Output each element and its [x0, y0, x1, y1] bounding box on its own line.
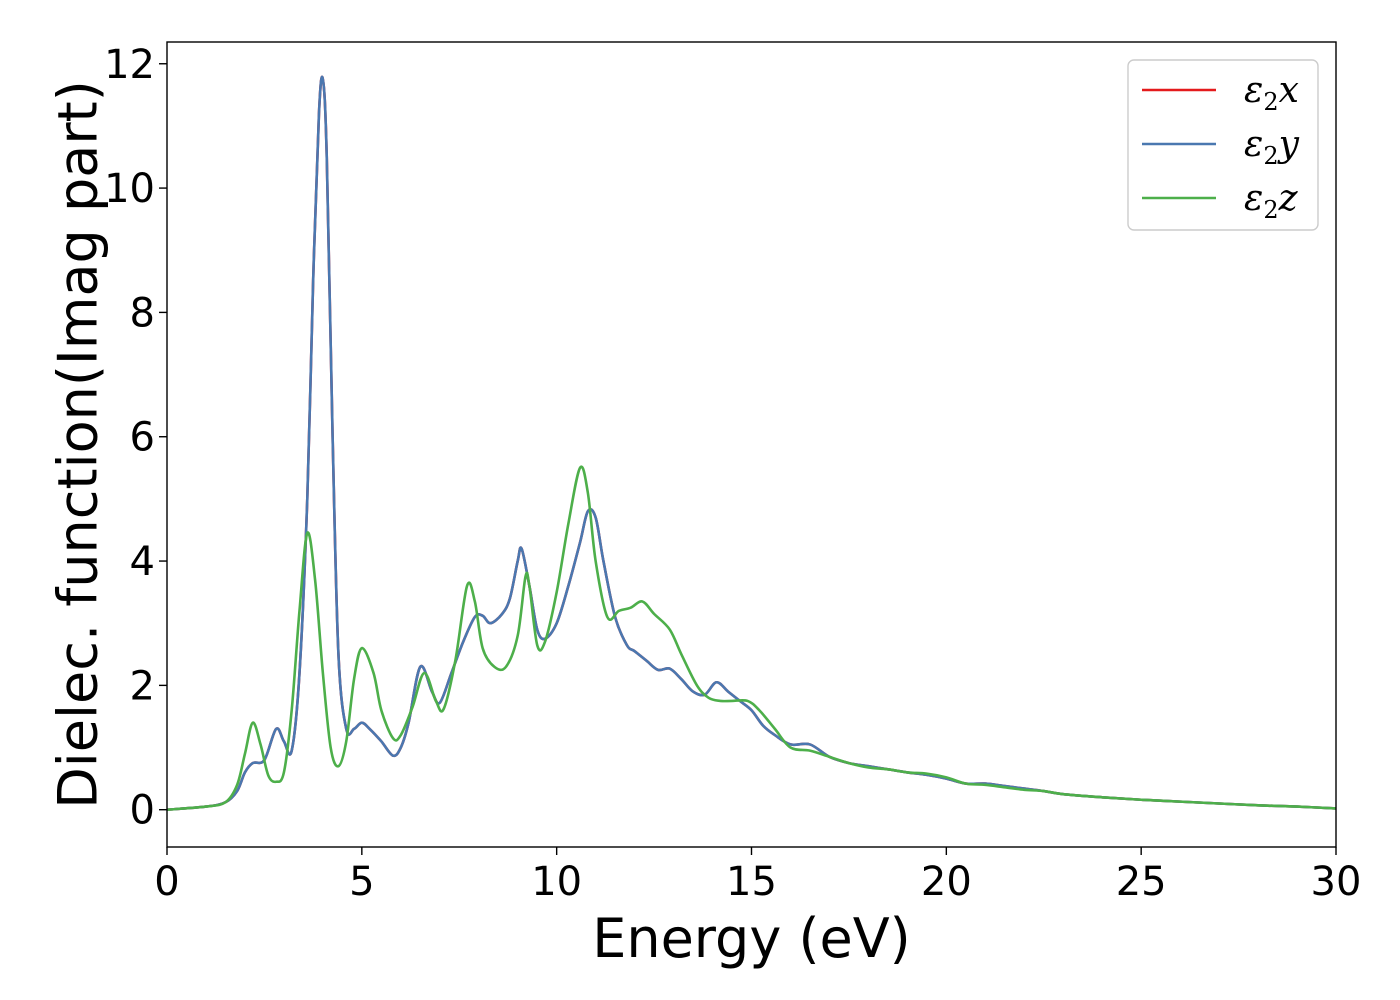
- y-tick-label: 6: [130, 415, 155, 461]
- legend-label-z: ε2z: [1244, 178, 1299, 224]
- y-tick-label: 12: [104, 42, 155, 88]
- legend-box: [1127, 59, 1319, 231]
- x-tick-label: 30: [1311, 859, 1362, 905]
- y-tick-label: 8: [130, 290, 155, 336]
- y-tick-label: 10: [104, 166, 155, 212]
- x-axis-title: Energy (eV): [592, 907, 911, 970]
- y-tick-label: 2: [130, 663, 155, 709]
- y-axis-title: Dielec. function(Imag part): [47, 80, 110, 809]
- x-tick-label: 10: [531, 859, 582, 905]
- x-tick-label: 5: [349, 859, 374, 905]
- series-line-z: [166, 465, 1337, 811]
- y-tick-label: 4: [130, 539, 155, 585]
- legend-label-x: ε2x: [1244, 70, 1299, 116]
- x-tick-label: 0: [154, 859, 179, 905]
- legend: ε2x ε2y ε2z: [1127, 59, 1319, 231]
- x-tick-label: 20: [921, 859, 972, 905]
- series-layer: [166, 75, 1337, 811]
- x-tick-label: 25: [1116, 859, 1167, 905]
- x-axis: 0 5 10 15 20 25 30: [154, 847, 1361, 905]
- x-tick-label: 15: [726, 859, 777, 905]
- y-tick-label: 0: [130, 788, 155, 834]
- legend-label-y: ε2y: [1244, 124, 1300, 170]
- y-axis: 0 2 4 6 8 10 12: [104, 42, 167, 834]
